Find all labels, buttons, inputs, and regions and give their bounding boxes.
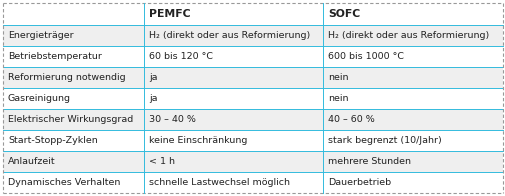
Text: Anlaufzeit: Anlaufzeit [8,157,56,166]
Text: schnelle Lastwechsel möglich: schnelle Lastwechsel möglich [148,178,289,187]
Text: ja: ja [148,94,157,103]
Text: keine Einschränkung: keine Einschränkung [148,136,247,145]
Bar [3,46,144,67]
Bar [322,172,502,193]
Text: mehrere Stunden: mehrere Stunden [327,157,410,166]
Bar [3,172,144,193]
Bar [322,109,502,130]
Bar [322,88,502,109]
Text: Dynamisches Verhalten: Dynamisches Verhalten [8,178,120,187]
Text: Energieträger: Energieträger [8,31,74,40]
Bar [144,88,322,109]
Text: 60 bis 120 °C: 60 bis 120 °C [148,52,213,61]
Bar [322,67,502,88]
Bar [144,46,322,67]
Bar [3,67,144,88]
Text: Start-Stopp-Zyklen: Start-Stopp-Zyklen [8,136,97,145]
Bar [144,172,322,193]
Text: Dauerbetrieb: Dauerbetrieb [327,178,390,187]
Bar [144,3,322,25]
Text: stark begrenzt (10/Jahr): stark begrenzt (10/Jahr) [327,136,441,145]
Bar [144,109,322,130]
Bar [144,151,322,172]
Text: H₂ (direkt oder aus Reformierung): H₂ (direkt oder aus Reformierung) [327,31,488,40]
Bar [144,25,322,46]
Text: 40 – 60 %: 40 – 60 % [327,115,374,124]
Text: nein: nein [327,94,348,103]
Bar [3,3,144,25]
Text: ja: ja [148,73,157,82]
Bar [144,67,322,88]
Text: < 1 h: < 1 h [148,157,175,166]
Text: PEMFC: PEMFC [148,9,190,19]
Text: Gasreinigung: Gasreinigung [8,94,71,103]
Bar [322,25,502,46]
Text: Betriebstemperatur: Betriebstemperatur [8,52,102,61]
Text: Elektrischer Wirkungsgrad: Elektrischer Wirkungsgrad [8,115,133,124]
Bar [322,130,502,151]
Text: 30 – 40 %: 30 – 40 % [148,115,195,124]
Text: Reformierung notwendig: Reformierung notwendig [8,73,125,82]
Text: H₂ (direkt oder aus Reformierung): H₂ (direkt oder aus Reformierung) [148,31,310,40]
Bar [3,151,144,172]
Bar [322,3,502,25]
Bar [3,88,144,109]
Bar [322,151,502,172]
Text: nein: nein [327,73,348,82]
Bar [322,46,502,67]
Text: 600 bis 1000 °C: 600 bis 1000 °C [327,52,403,61]
Bar [3,130,144,151]
Bar [3,109,144,130]
Text: SOFC: SOFC [327,9,360,19]
Bar [144,130,322,151]
Bar [3,25,144,46]
